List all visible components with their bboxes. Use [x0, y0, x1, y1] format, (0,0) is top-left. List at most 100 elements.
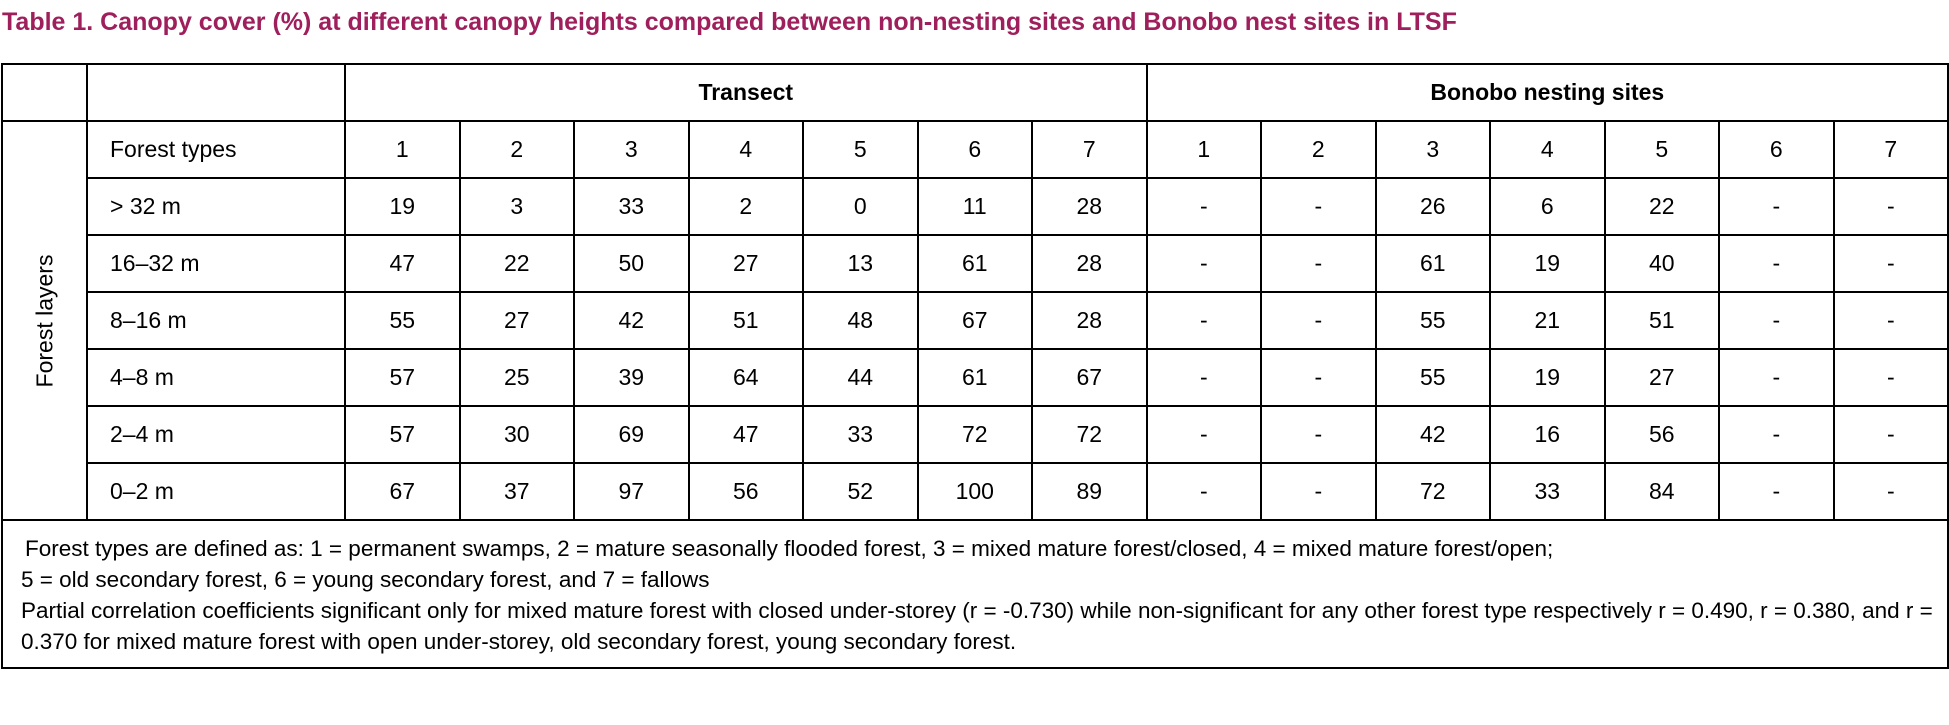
footnote-line: Forest types are defined as: 1 = permane…: [25, 536, 1554, 561]
column-header: 2: [1260, 120, 1377, 179]
cell: 61: [916, 234, 1033, 293]
cell: -: [1260, 177, 1377, 236]
cell: -: [1260, 405, 1377, 464]
cell: 52: [802, 462, 919, 521]
cell: 11: [916, 177, 1033, 236]
column-header: 3: [573, 120, 690, 179]
cell: 28: [1031, 291, 1148, 350]
cell: 39: [573, 348, 690, 407]
data-row: 4–8 m 57 25 39 64 44 61 67- -55 19 27- -: [2, 348, 1949, 407]
cell: -: [1718, 405, 1835, 464]
cell: 55: [344, 291, 461, 350]
row-label: 8–16 m: [86, 291, 346, 350]
cell: 16: [1489, 405, 1606, 464]
group-header: Transect: [344, 63, 1148, 122]
cell: 48: [802, 291, 919, 350]
empty-cell: [1, 63, 88, 122]
cell: 19: [1489, 234, 1606, 293]
cell: 6: [1489, 177, 1606, 236]
cell: 26: [1374, 177, 1492, 236]
cell: 19: [1489, 348, 1606, 407]
footnote: Forest types are defined as: 1 = permane…: [0, 519, 1949, 669]
row-group-label: Forest layers: [1, 120, 88, 521]
cell: 47: [687, 405, 804, 464]
column-header: 5: [1603, 120, 1721, 179]
cell: 67: [344, 462, 461, 521]
cell: -: [1832, 462, 1949, 521]
cell: 0: [802, 177, 919, 236]
data-row: 0–2 m 67 37 97 56 52 100 89- -72 33 84- -: [2, 462, 1949, 521]
column-header: 2: [458, 120, 575, 179]
cell: 44: [802, 348, 919, 407]
column-header: 6: [1718, 120, 1835, 179]
row-label: 4–8 m: [86, 348, 346, 407]
column-header: 1: [1145, 120, 1263, 179]
column-header: 4: [687, 120, 804, 179]
table-title: Table 1. Canopy cover (%) at different c…: [2, 8, 1457, 36]
header-row: Transect Bonobo nesting sites: [1, 63, 1949, 122]
footnote-line: Partial correlation coefficients signifi…: [21, 598, 1933, 654]
data-row: 2–4 m 57 30 69 47 33 72 72- -42 16 56- -: [2, 405, 1949, 464]
cell: 27: [1603, 348, 1721, 407]
cell: -: [1832, 234, 1949, 293]
cell: -: [1718, 462, 1835, 521]
cell: 22: [1603, 177, 1721, 236]
cell: 51: [687, 291, 804, 350]
column-header: 3: [1374, 120, 1492, 179]
cell: 33: [802, 405, 919, 464]
cell: 57: [344, 348, 461, 407]
cell: -: [1718, 234, 1835, 293]
cell: 37: [458, 462, 575, 521]
cell: 72: [1374, 462, 1492, 521]
cell: 3: [458, 177, 575, 236]
column-header: 5: [802, 120, 919, 179]
footnote-row: Forest types are defined as: 1 = permane…: [0, 519, 1949, 669]
cell: 21: [1489, 291, 1606, 350]
cell: -: [1718, 291, 1835, 350]
cell: 64: [687, 348, 804, 407]
column-header: 7: [1832, 120, 1949, 179]
cell: 61: [916, 348, 1033, 407]
cell: 57: [344, 405, 461, 464]
group-header: Bonobo nesting sites: [1145, 63, 1949, 122]
column-header: 4: [1489, 120, 1606, 179]
cell: 42: [573, 291, 690, 350]
cell: 72: [1031, 405, 1148, 464]
cell: 13: [802, 234, 919, 293]
cell: 67: [916, 291, 1033, 350]
cell: 50: [573, 234, 690, 293]
column-header: 6: [916, 120, 1033, 179]
cell: 56: [687, 462, 804, 521]
footnote-line: 5 = old secondary forest, 6 = young seco…: [21, 567, 710, 592]
column-header: 1: [344, 120, 461, 179]
cell: 28: [1031, 234, 1148, 293]
data-table: Transect Bonobo nesting sites Forest layer…: [0, 63, 1949, 669]
cell: -: [1145, 462, 1263, 521]
row-label: 2–4 m: [86, 405, 346, 464]
data-row: > 32 m 19 3 33 2 0 11 28- -26 6 22- -: [2, 177, 1949, 236]
cell: 67: [1031, 348, 1148, 407]
cell: 40: [1603, 234, 1721, 293]
column-header: 7: [1031, 120, 1148, 179]
cell: 61: [1374, 234, 1492, 293]
cell: 51: [1603, 291, 1721, 350]
cell: -: [1145, 177, 1263, 236]
cell: 27: [458, 291, 575, 350]
cell: 22: [458, 234, 575, 293]
cell: -: [1145, 348, 1263, 407]
cell: -: [1718, 177, 1835, 236]
cell: 19: [344, 177, 461, 236]
cell: -: [1832, 291, 1949, 350]
row-label: 0–2 m: [86, 462, 346, 521]
cell: -: [1260, 462, 1377, 521]
cell: 89: [1031, 462, 1148, 521]
cell: -: [1832, 348, 1949, 407]
cell: 84: [1603, 462, 1721, 521]
cell: 72: [916, 405, 1033, 464]
row-label: > 32 m: [86, 177, 346, 236]
cell: 56: [1603, 405, 1721, 464]
cell: -: [1145, 234, 1263, 293]
cell: -: [1832, 405, 1949, 464]
cell: 25: [458, 348, 575, 407]
